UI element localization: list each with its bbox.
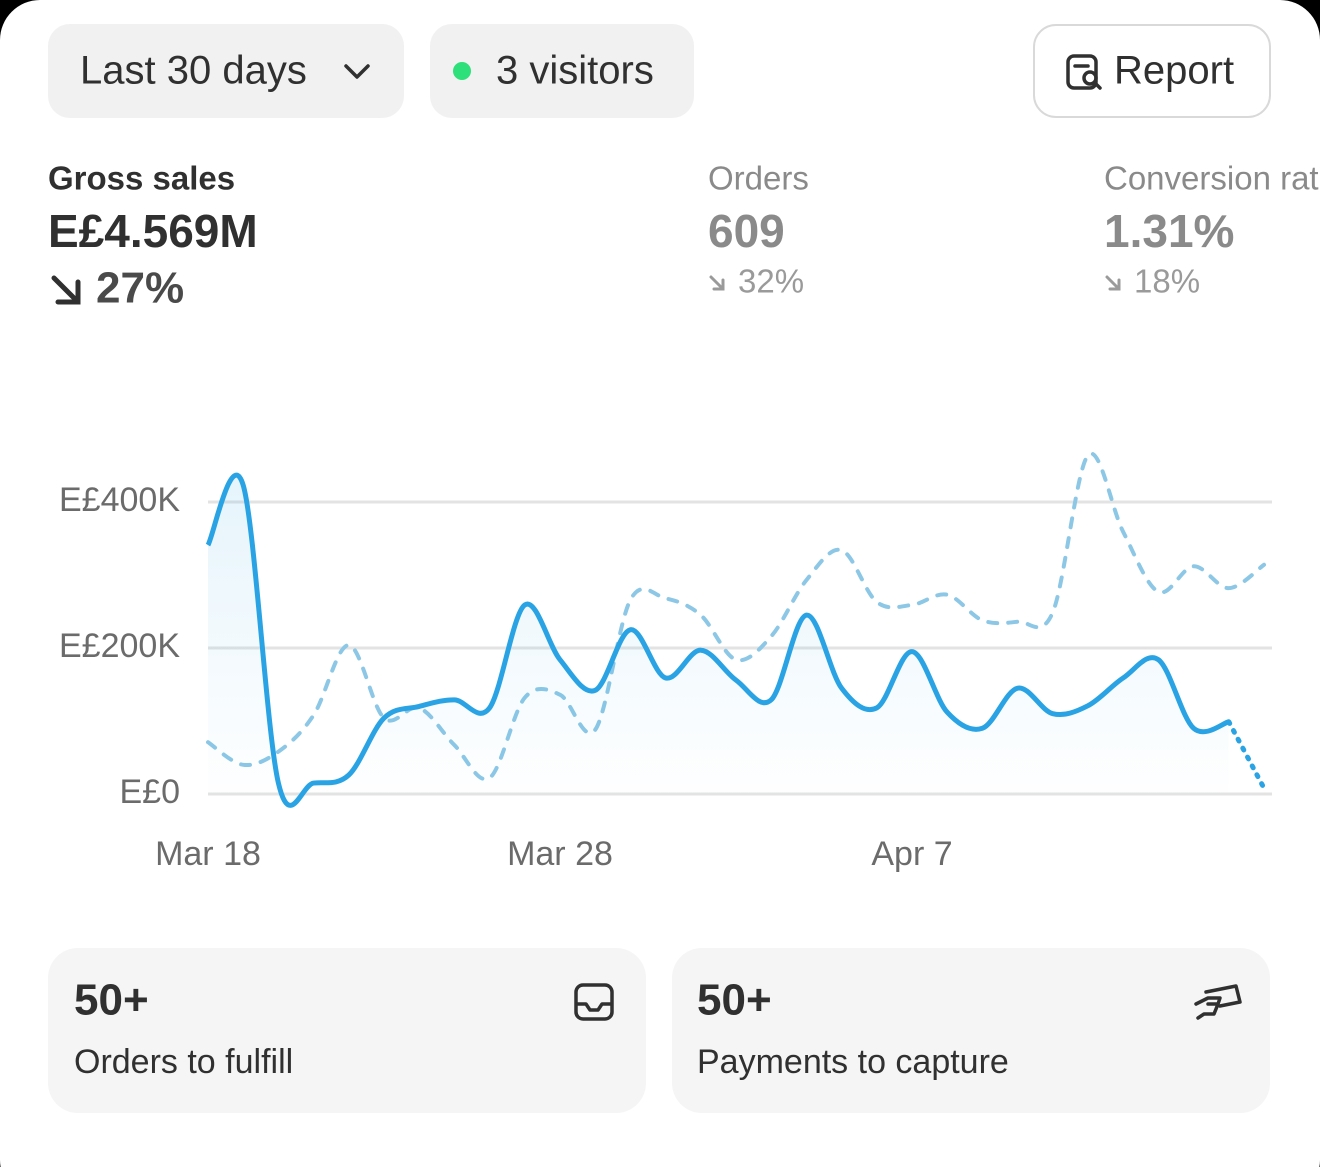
payment-icon bbox=[1194, 984, 1242, 1020]
y-tick-label: E£0 bbox=[120, 773, 181, 811]
card-label: Orders to fulfill bbox=[74, 1043, 293, 1081]
y-tick-label: E£400K bbox=[59, 481, 180, 519]
metric-label: Gross sales bbox=[48, 160, 235, 197]
visitors-button[interactable] bbox=[430, 24, 694, 118]
down-arrow bbox=[51, 275, 81, 305]
visitors-label: 3 visitors bbox=[496, 49, 654, 93]
date-range-button[interactable] bbox=[48, 24, 404, 118]
inbox-icon bbox=[574, 983, 614, 1021]
incomplete-segment bbox=[1226, 719, 1267, 791]
x-tick-label: Apr 7 bbox=[871, 835, 952, 873]
metric: Conversion rate bbox=[1104, 160, 1320, 197]
card-count: 50+ bbox=[697, 976, 772, 1025]
date-range-label: Last 30 days bbox=[80, 49, 307, 93]
down-arrow bbox=[709, 275, 725, 291]
card[interactable] bbox=[48, 948, 646, 1113]
metric-value: E£4.569M bbox=[48, 205, 258, 257]
area bbox=[208, 475, 1229, 806]
card-count: 50+ bbox=[74, 976, 149, 1025]
metric-change: 27% bbox=[96, 264, 184, 313]
report-button[interactable] bbox=[1033, 24, 1271, 118]
metric-label: Orders bbox=[708, 160, 809, 197]
x-tick-label: Mar 18 bbox=[155, 835, 261, 873]
chevron-icon bbox=[344, 64, 370, 79]
metric-value: 1.31% bbox=[1104, 205, 1234, 257]
x-tick-label: Mar 28 bbox=[507, 835, 613, 873]
live-dot bbox=[453, 62, 471, 80]
current-period-line bbox=[205, 472, 1230, 808]
metric-label: Conversion rate bbox=[1104, 160, 1320, 197]
metric-change: 18% bbox=[1134, 263, 1200, 300]
metric-value: 609 bbox=[708, 205, 785, 257]
metric-change: 32% bbox=[738, 263, 804, 300]
down-arrow bbox=[1105, 275, 1121, 291]
y-tick-label: E£200K bbox=[59, 627, 180, 665]
report-label: Report bbox=[1114, 49, 1234, 93]
chart: E£0 E£200K E£400K Mar 18 Mar 28 Apr 7 bbox=[59, 451, 1272, 873]
card[interactable] bbox=[672, 948, 1270, 1113]
card-label: Payments to capture bbox=[697, 1043, 1009, 1081]
report-icon bbox=[1066, 54, 1102, 90]
